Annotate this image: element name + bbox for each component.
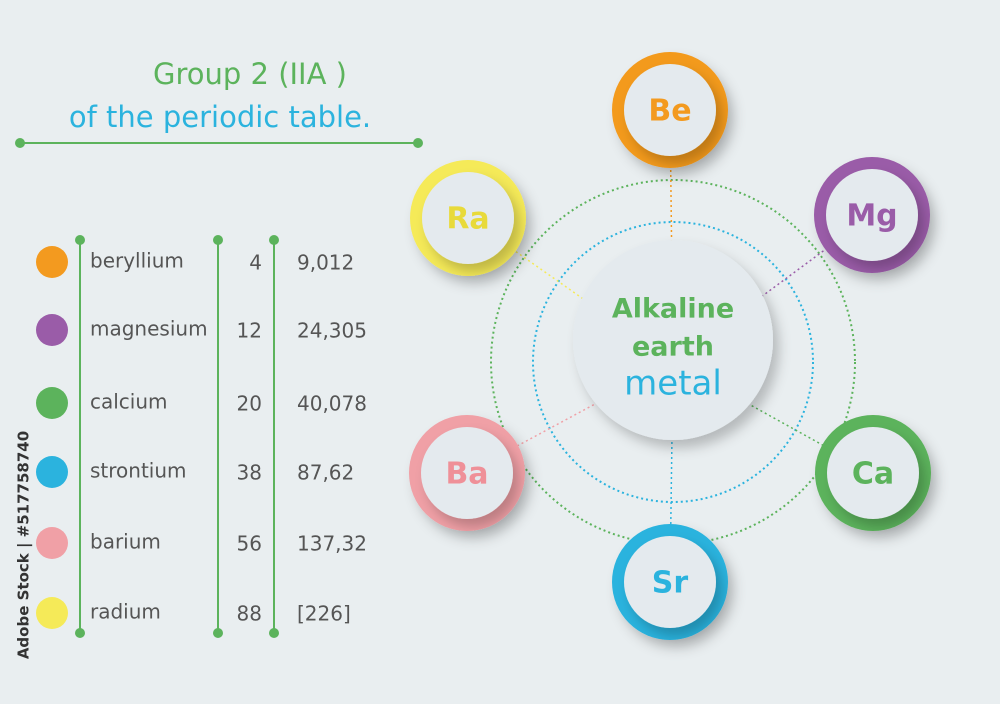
node-face	[624, 536, 716, 628]
rule-dot	[75, 628, 85, 638]
color-dot	[36, 314, 68, 346]
color-dot	[36, 597, 68, 629]
node-symbol: Sr	[652, 566, 689, 601]
atomic-mass: 9,012	[297, 251, 354, 275]
title-line2: of the periodic table.	[69, 100, 371, 134]
watermark: Adobe Stock | #517758740	[15, 431, 34, 659]
orbit-inner	[532, 221, 814, 503]
atomic-number: 88	[237, 602, 262, 626]
element-name: radium	[90, 600, 161, 624]
node-symbol: Ba	[445, 457, 488, 492]
atomic-mass: 24,305	[297, 319, 367, 343]
rule-dot	[213, 235, 223, 245]
center-label: metal	[624, 364, 722, 404]
rule-dot	[15, 138, 25, 148]
atomic-mass: [226]	[297, 602, 351, 626]
node-symbol: Be	[648, 94, 691, 129]
element-name: calcium	[90, 390, 168, 414]
rule-dot	[269, 235, 279, 245]
atomic-number: 56	[237, 532, 262, 556]
color-dot	[36, 246, 68, 278]
atomic-mass: 137,32	[297, 532, 367, 556]
element-name: magnesium	[90, 317, 208, 341]
atomic-mass: 87,62	[297, 461, 354, 485]
color-dot	[36, 456, 68, 488]
color-dot	[36, 387, 68, 419]
atomic-number: 20	[237, 392, 262, 416]
center-label: Alkaline	[612, 294, 734, 325]
node-face	[422, 172, 514, 264]
atomic-number: 4	[249, 251, 262, 275]
node-face	[421, 427, 513, 519]
element-name: barium	[90, 530, 161, 554]
element-name: beryllium	[90, 249, 184, 273]
atomic-mass: 40,078	[297, 392, 367, 416]
atomic-number: 38	[237, 461, 262, 485]
node-symbol: Ca	[852, 457, 894, 492]
element-name: strontium	[90, 459, 187, 483]
rule-dot	[75, 235, 85, 245]
center-circle	[573, 240, 773, 440]
center-label: earth	[632, 332, 714, 363]
atomic-number: 12	[237, 319, 262, 343]
node-face	[624, 64, 716, 156]
node-face	[826, 169, 918, 261]
rule-dot	[213, 628, 223, 638]
title-line1: Group 2 (IIA )	[153, 57, 347, 91]
element-table: beryllium 4 9,012 magnesium 12 24,305 calcium 2…	[36, 235, 367, 638]
color-dot	[36, 527, 68, 559]
node-face	[827, 427, 919, 519]
rule-dot	[413, 138, 423, 148]
node-symbol: Mg	[846, 199, 897, 234]
node-symbol: Ra	[446, 202, 489, 237]
rule-dot	[269, 628, 279, 638]
